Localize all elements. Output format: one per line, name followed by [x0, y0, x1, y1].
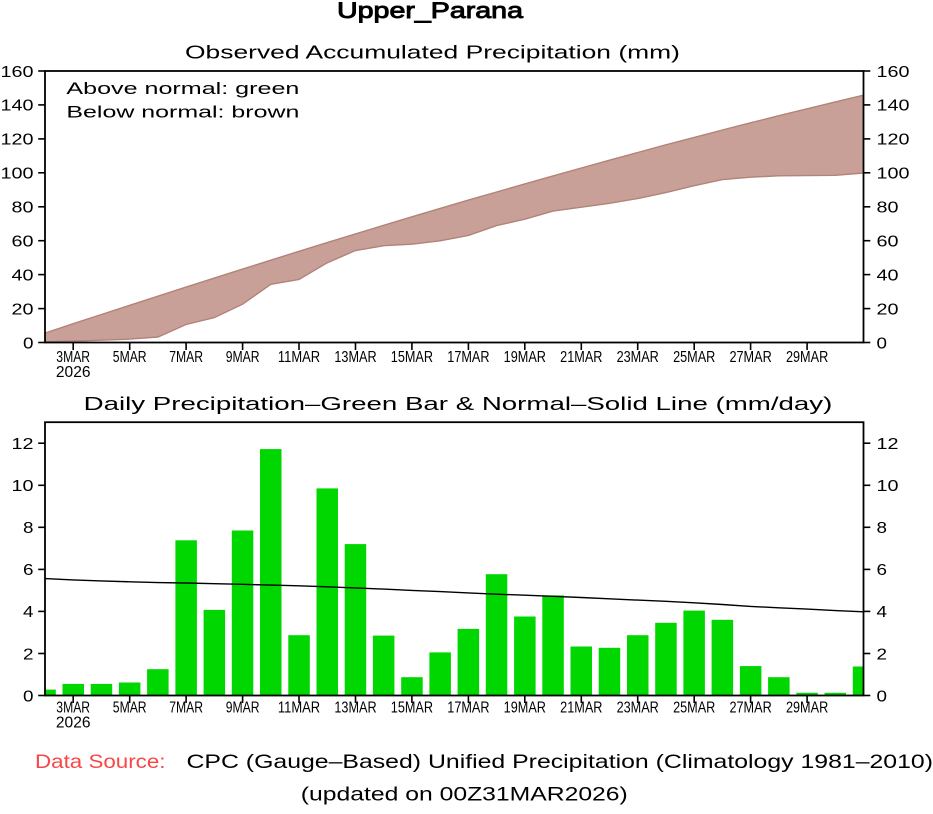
- svg-text:100: 100: [877, 166, 910, 183]
- svg-text:11MAR: 11MAR: [278, 349, 320, 366]
- svg-text:CPC (Gauge–Based) Unified Prec: CPC (Gauge–Based) Unified Precipitation …: [187, 751, 933, 773]
- svg-text:15MAR: 15MAR: [391, 699, 433, 716]
- svg-text:140: 140: [1, 98, 34, 115]
- svg-text:40: 40: [877, 267, 899, 284]
- svg-text:80: 80: [877, 200, 899, 217]
- svg-text:15MAR: 15MAR: [391, 349, 433, 366]
- svg-text:8: 8: [877, 520, 888, 537]
- svg-text:160: 160: [877, 64, 910, 81]
- svg-text:19MAR: 19MAR: [504, 699, 546, 716]
- svg-text:7MAR: 7MAR: [169, 699, 203, 716]
- svg-text:20: 20: [12, 301, 34, 318]
- svg-text:12: 12: [12, 436, 34, 453]
- svg-text:9MAR: 9MAR: [226, 349, 260, 366]
- svg-text:4: 4: [23, 604, 34, 621]
- svg-text:13MAR: 13MAR: [334, 699, 376, 716]
- svg-text:2: 2: [877, 646, 888, 663]
- svg-text:80: 80: [12, 200, 34, 217]
- svg-text:23MAR: 23MAR: [617, 699, 659, 716]
- svg-text:120: 120: [1, 132, 34, 149]
- svg-text:17MAR: 17MAR: [447, 349, 489, 366]
- svg-text:25MAR: 25MAR: [673, 699, 715, 716]
- svg-text:0: 0: [23, 688, 34, 705]
- svg-text:Below normal: brown: Below normal: brown: [66, 104, 299, 122]
- svg-text:10: 10: [12, 478, 34, 495]
- svg-text:60: 60: [12, 234, 34, 251]
- svg-text:160: 160: [1, 64, 34, 81]
- svg-text:29MAR: 29MAR: [786, 349, 828, 366]
- svg-text:4: 4: [877, 604, 888, 621]
- svg-text:21MAR: 21MAR: [560, 699, 602, 716]
- svg-text:2026: 2026: [56, 715, 91, 732]
- svg-text:9MAR: 9MAR: [226, 699, 260, 716]
- svg-text:11MAR: 11MAR: [278, 699, 320, 716]
- svg-text:2026: 2026: [56, 364, 91, 381]
- svg-text:(updated on 00Z31MAR2026): (updated on 00Z31MAR2026): [301, 784, 628, 806]
- svg-text:2: 2: [23, 646, 34, 663]
- svg-text:10: 10: [877, 478, 899, 495]
- svg-text:6: 6: [877, 562, 888, 579]
- svg-text:5MAR: 5MAR: [113, 699, 147, 716]
- svg-text:21MAR: 21MAR: [560, 349, 602, 366]
- svg-text:Daily Precipitation–Green Bar: Daily Precipitation–Green Bar & Normal–S…: [84, 393, 833, 414]
- svg-text:6: 6: [23, 562, 34, 579]
- svg-text:Observed Accumulated Precipita: Observed Accumulated Precipitation (mm): [185, 41, 680, 62]
- svg-text:8: 8: [23, 520, 34, 537]
- svg-text:17MAR: 17MAR: [447, 699, 489, 716]
- svg-text:0: 0: [877, 335, 888, 352]
- svg-text:100: 100: [1, 166, 34, 183]
- svg-text:19MAR: 19MAR: [504, 349, 546, 366]
- svg-text:29MAR: 29MAR: [786, 699, 828, 716]
- svg-text:40: 40: [12, 267, 34, 284]
- svg-text:27MAR: 27MAR: [729, 349, 771, 366]
- svg-text:20: 20: [877, 301, 899, 318]
- svg-text:0: 0: [23, 335, 34, 352]
- svg-text:140: 140: [877, 98, 910, 115]
- svg-text:12: 12: [877, 436, 899, 453]
- svg-text:Upper_Parana: Upper_Parana: [337, 0, 524, 23]
- svg-text:Data Source:: Data Source:: [35, 751, 166, 773]
- svg-text:25MAR: 25MAR: [673, 349, 715, 366]
- svg-text:Above normal: green: Above normal: green: [66, 80, 299, 98]
- svg-text:60: 60: [877, 234, 899, 251]
- svg-text:27MAR: 27MAR: [729, 699, 771, 716]
- svg-text:23MAR: 23MAR: [617, 349, 659, 366]
- svg-text:120: 120: [877, 132, 910, 149]
- svg-text:5MAR: 5MAR: [113, 349, 147, 366]
- svg-text:13MAR: 13MAR: [334, 349, 376, 366]
- svg-text:7MAR: 7MAR: [169, 349, 203, 366]
- svg-text:0: 0: [877, 688, 888, 705]
